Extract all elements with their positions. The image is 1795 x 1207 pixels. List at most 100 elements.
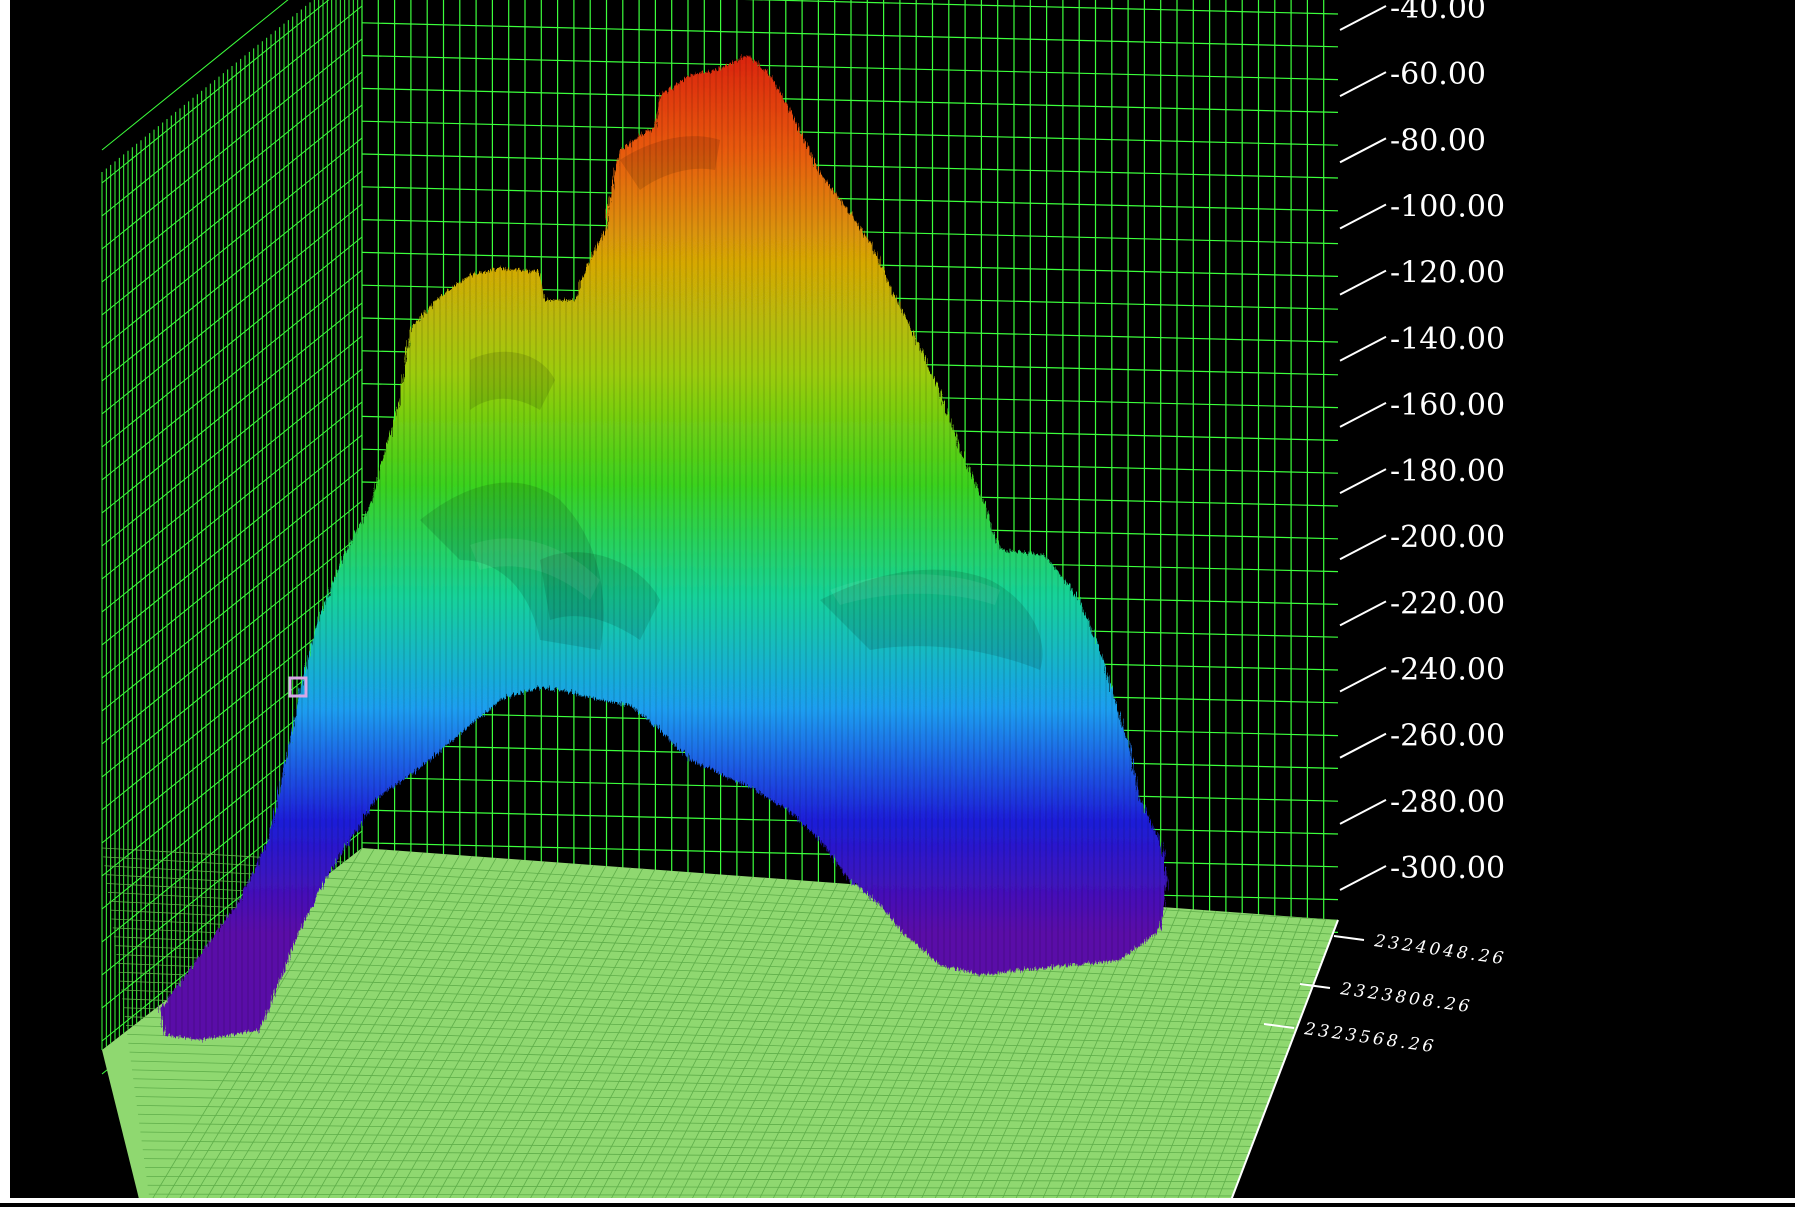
z-axis-tick (1339, 865, 1387, 891)
z-axis-tick (1339, 5, 1387, 31)
terrain-shading (420, 482, 604, 650)
floor-grid-line (473, 869, 656, 1204)
z-axis-tick (1339, 137, 1387, 164)
z-axis-tick-label: -120.00 (1390, 256, 1505, 291)
floor-grid-line (284, 856, 485, 1204)
z-axis-tick-label: -100.00 (1390, 189, 1505, 224)
back-wall-hline (361, 120, 1339, 146)
side-wall-hline (101, 5, 363, 217)
side-wall-hline (101, 38, 363, 250)
floor-grid-line (1094, 910, 1217, 1204)
side-wall-hline (101, 434, 363, 646)
z-axis-tick-label: -80.00 (1390, 123, 1486, 158)
terrain-shading (820, 569, 1043, 670)
y-axis-tick-label: 2323568.26 (1302, 1019, 1437, 1057)
floor-grid-line (500, 871, 680, 1204)
floor-grid-line (1067, 909, 1192, 1204)
z-axis-tick-label: -60.00 (1390, 57, 1486, 92)
side-wall-hline (101, 566, 363, 778)
terrain-shading (470, 351, 555, 410)
floor-grid-line (271, 855, 473, 1204)
z-axis-tick-label: -260.00 (1390, 719, 1505, 754)
back-wall-hline (361, 87, 1339, 113)
z-axis-tick (1339, 269, 1387, 296)
side-wall-hline (101, 302, 363, 514)
floor-grid-line (131, 1069, 1271, 1098)
floor-grid-line (116, 954, 1306, 1006)
floor-grid-line (163, 848, 375, 1204)
floor-grid-line (365, 862, 558, 1204)
side-wall-hline (101, 335, 363, 547)
floor-grid-line (141, 1140, 1249, 1154)
floor-grid-line (622, 879, 790, 1204)
floor-grid-line (379, 863, 570, 1204)
terrain-highlight (470, 538, 600, 600)
z-axis-tick-label: -280.00 (1390, 785, 1505, 820)
floor-grid-line (176, 849, 387, 1204)
floor-grid-line (581, 876, 753, 1204)
floor-grid-line (203, 851, 412, 1204)
z-axis: -40.00 -60.00 -80.00 -100.00 -120.00 -140.00 -… (1339, 0, 1505, 891)
floor-grid-line (148, 1193, 1233, 1197)
z-axis-tick (1339, 468, 1387, 494)
floor-grid-line (784, 890, 936, 1204)
z-axis-tick-label: -200.00 (1390, 520, 1505, 555)
floor-grid-line (117, 962, 1303, 1013)
floor-grid-line (406, 864, 595, 1204)
floor-grid-line (338, 860, 534, 1204)
floor-grid-line (190, 850, 399, 1204)
floor-grid-line (145, 1167, 1241, 1176)
floor-grid-line (244, 854, 448, 1204)
floor-grid-line (298, 857, 497, 1204)
y-axis-tick-label: 2323808.26 (1338, 979, 1473, 1017)
side-wall-hline (101, 170, 363, 382)
floor-grid-line (124, 1016, 1287, 1055)
side-wall-hline (101, 269, 363, 481)
floor-grid-line (433, 866, 619, 1204)
floor-grid-line (352, 861, 546, 1204)
terrain-shading (620, 136, 720, 190)
floor-grid-line (135, 1096, 1263, 1119)
floor-grid-line (392, 864, 582, 1204)
z-axis-tick (1339, 534, 1387, 561)
floor-grid-line (121, 989, 1295, 1034)
z-axis-tick (1339, 203, 1387, 230)
floor-grid-line (460, 868, 643, 1204)
floor-grid-line (1081, 909, 1205, 1204)
floor-grid-line (134, 1087, 1266, 1112)
floor-grid-line (554, 874, 729, 1204)
floor-grid-line (568, 875, 741, 1204)
side-wall-hline (101, 236, 363, 448)
y-axis-tick (1263, 1023, 1295, 1029)
floor-grid-line (118, 971, 1301, 1020)
back-wall-hline (361, 153, 1339, 179)
floor-grid-line (111, 918, 1317, 977)
floor-grid-line (115, 945, 1309, 999)
frame-left-edge (0, 0, 10, 1203)
floor-grid-line (123, 1007, 1290, 1048)
floor-grid-line (147, 1184, 1236, 1190)
floor-grid-line (142, 1149, 1247, 1161)
floor-grid-line (230, 853, 436, 1204)
floor-grid-line (649, 881, 814, 1204)
terrain-surface (160, 55, 1168, 1040)
frame-bottom-edge (0, 1198, 1795, 1203)
z-axis-tick (1339, 402, 1387, 428)
floor-grid-line (125, 1025, 1285, 1062)
floor-grid-line (136, 1104, 1260, 1126)
back-wall-hline (361, 186, 1339, 212)
floor-grid-line (129, 1051, 1276, 1084)
side-wall-hline (101, 467, 363, 679)
terrain-shading (540, 552, 660, 640)
floor-grid-line (311, 858, 509, 1204)
back-wall-hline (361, 22, 1339, 48)
floor-grid-line (128, 1042, 1279, 1077)
floor-grid-line (127, 1033, 1282, 1069)
z-axis-tick (1339, 600, 1387, 627)
floor-grid-line (113, 936, 1312, 992)
floor-grid-line (133, 1078, 1268, 1105)
floor-grid-line (143, 1158, 1244, 1169)
floor-grid-line (514, 872, 692, 1204)
